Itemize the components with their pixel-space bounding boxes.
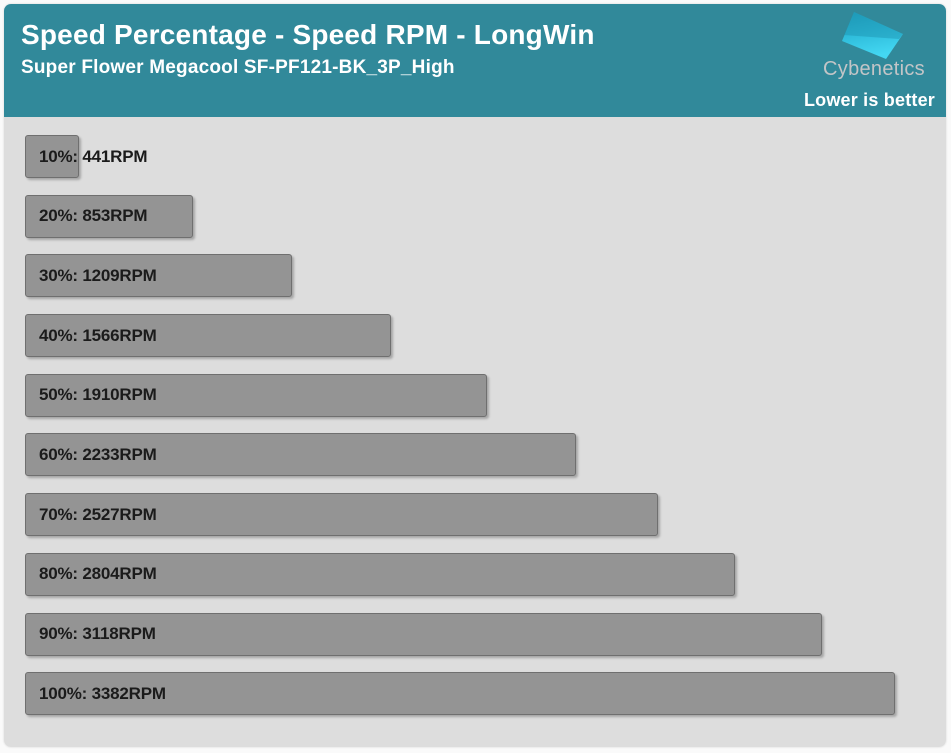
chart-title: Speed Percentage - Speed RPM - LongWin	[21, 19, 595, 50]
bars-container: 10%: 441RPM 20%: 853RPM 30%: 1209RPM 40%: 1…	[25, 135, 946, 716]
bar-label: 10%: 441RPM	[39, 146, 148, 166]
bar-row: 70%: 2527RPM	[25, 493, 946, 537]
bar-row: 90%: 3118RPM	[25, 612, 946, 656]
chart-subtitle: Super Flower Megacool SF-PF121-BK_3P_Hig…	[21, 57, 455, 78]
bar: 50%: 1910RPM	[25, 373, 487, 417]
bar-label: 100%: 3382RPM	[39, 683, 166, 703]
bar-row: 20%: 853RPM	[25, 194, 946, 238]
bar-label: 40%: 1566RPM	[39, 325, 157, 345]
bar: 20%: 853RPM	[25, 194, 193, 238]
bar-row: 100%: 3382RPM	[25, 672, 946, 716]
bar-label: 60%: 2233RPM	[39, 444, 157, 464]
bar: 10%: 441RPM	[25, 135, 148, 178]
bar: 40%: 1566RPM	[25, 314, 391, 358]
bar: 30%: 1209RPM	[25, 254, 292, 298]
bar: 100%: 3382RPM	[25, 672, 895, 716]
bar-label: 50%: 1910RPM	[39, 385, 157, 405]
bar-label: 80%: 2804RPM	[39, 564, 157, 584]
bar: 80%: 2804RPM	[25, 552, 735, 596]
bar-label: 30%: 1209RPM	[39, 265, 157, 285]
bar: 90%: 3118RPM	[25, 612, 822, 656]
bar-row: 80%: 2804RPM	[25, 552, 946, 596]
chart-header: Speed Percentage - Speed RPM - LongWin S…	[4, 4, 946, 117]
bar-row: 30%: 1209RPM	[25, 254, 946, 298]
brand-block: Cybenetics	[814, 10, 934, 81]
bar-label: 20%: 853RPM	[39, 206, 148, 226]
brand-name: Cybenetics	[823, 58, 925, 80]
bar-row: 10%: 441RPM	[25, 135, 946, 178]
bar: 70%: 2527RPM	[25, 493, 658, 537]
chart-card: Speed Percentage - Speed RPM - LongWin S…	[4, 4, 946, 747]
bar-label: 90%: 3118RPM	[39, 624, 156, 643]
bar-row: 40%: 1566RPM	[25, 314, 946, 358]
lower-is-better-note: Lower is better	[803, 90, 935, 110]
bar-row: 60%: 2233RPM	[25, 433, 946, 477]
bar-label: 70%: 2527RPM	[39, 504, 157, 524]
chart-plot-area: 10%: 441RPM 20%: 853RPM 30%: 1209RPM 40%: 1…	[4, 117, 946, 747]
bar: 60%: 2233RPM	[25, 433, 576, 477]
cybenetics-logo-icon	[842, 12, 903, 59]
bar-row: 50%: 1910RPM	[25, 373, 946, 417]
